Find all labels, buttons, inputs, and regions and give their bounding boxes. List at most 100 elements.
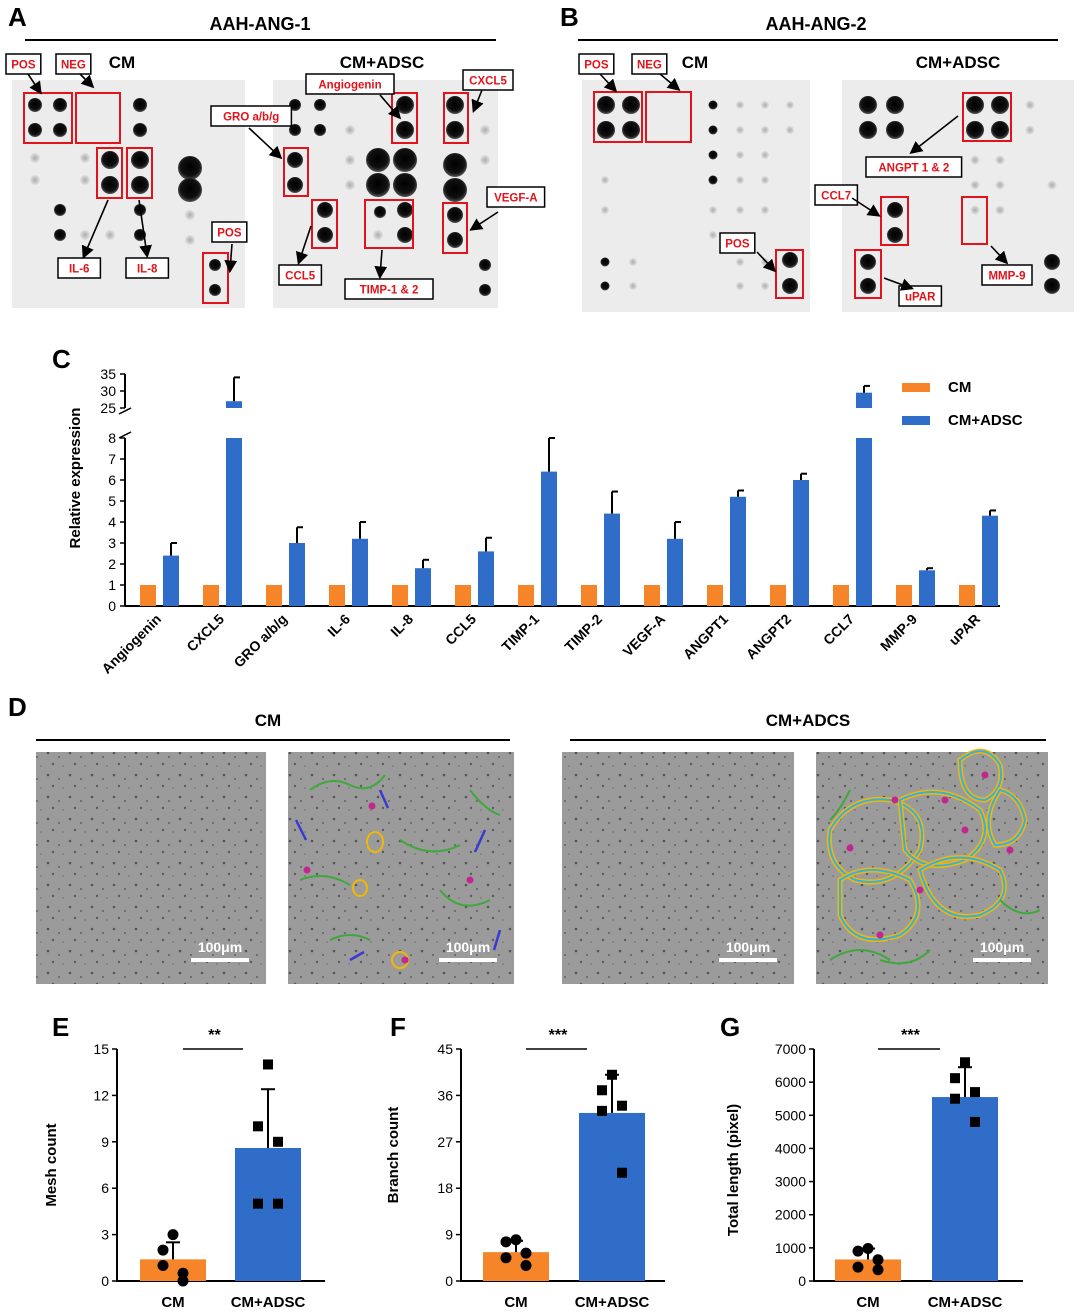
dot-a2-big	[443, 178, 467, 202]
dot-b1-pos2	[782, 278, 798, 294]
dot-b1-small	[708, 125, 718, 135]
chart-c-bar	[833, 585, 849, 606]
panel-b-left-label: CM	[682, 53, 708, 72]
trace-branch	[829, 789, 851, 821]
box-a-il8	[126, 147, 153, 199]
chart-ytick-label: 45	[437, 1041, 453, 1057]
tag-b-pos2-box	[719, 232, 756, 254]
dot-b2-strong	[991, 121, 1009, 139]
dot-a1-il	[101, 151, 119, 169]
dot-a2-faint	[373, 230, 383, 240]
trace-mesh-inner	[839, 869, 919, 941]
dot-b1-faint	[761, 176, 769, 184]
dot-b2-mid	[860, 278, 876, 294]
chart-ytick-label: 15	[93, 1041, 109, 1057]
chart-c-bar	[856, 438, 872, 606]
chart-ytick-label: 27	[437, 1134, 453, 1150]
chart-point	[950, 1093, 960, 1104]
box-a-cxcl5	[443, 92, 469, 144]
dot-b2-mid	[1044, 278, 1060, 294]
chart-c-break-upper	[118, 407, 132, 415]
micrograph-3	[562, 752, 794, 984]
chart-c-bar	[226, 438, 242, 606]
scale-bar-label: 100μm	[726, 939, 770, 955]
tag-a-il8-text: IL-8	[137, 264, 158, 276]
micrographs: 100μm 100μm 100μm 100μm	[36, 748, 1048, 984]
trace-node	[466, 876, 474, 884]
chart-bar	[579, 1112, 645, 1281]
dot-b1-pos	[597, 96, 615, 114]
chart-ytick-label: 5000	[775, 1107, 806, 1123]
dot-a1-faint	[30, 153, 40, 163]
trace-branch	[469, 789, 501, 816]
trace-segment	[473, 829, 487, 853]
chart-ytick-label: 1000	[775, 1240, 806, 1256]
chart-ytick-label: 6000	[775, 1074, 806, 1090]
trace-branch	[439, 889, 491, 907]
chart-ytick-label: 18	[437, 1180, 453, 1196]
chart-xtick-label: CM	[504, 1294, 527, 1308]
chart-point	[597, 1105, 607, 1116]
dot-b1-faint	[736, 282, 744, 290]
tags-b: POS NEG ANGPT 1 & 2 CCL7 POS MMP-9 uPAR	[578, 53, 1033, 307]
scale-bar-label: 100μm	[980, 939, 1024, 955]
trace-branch	[999, 899, 1041, 915]
box-a-pos2	[202, 252, 229, 304]
chart-bar	[835, 1259, 901, 1281]
chart-point	[177, 1275, 189, 1287]
dot-b1-faint	[786, 101, 794, 109]
chart-c-bar	[455, 585, 471, 606]
chart-xtick-label: CM+ADSC	[575, 1294, 650, 1308]
chart-g-ylabel: Total length (pixel)	[725, 1104, 742, 1236]
tag-b-mmp9-box	[981, 264, 1033, 286]
tag-a-vegfa-text: VEGF-A	[494, 193, 537, 205]
dot-a1-faint	[105, 230, 115, 240]
tag-b-upar-box	[898, 285, 943, 307]
dot-a2-faint	[480, 125, 490, 135]
dot-a2-strong	[396, 96, 414, 114]
box-a-neg	[75, 92, 121, 144]
chart-ytick-label: 9	[445, 1227, 453, 1243]
box-a-pos	[23, 92, 73, 144]
legend-label-adsc: CM+ADSC	[948, 412, 1023, 429]
chart-c-bar	[604, 513, 620, 606]
chart-xtick-label: CM+ADSC	[231, 1294, 306, 1308]
dot-b1-small	[600, 257, 610, 267]
chart-point	[510, 1234, 522, 1246]
dots-b	[597, 96, 1060, 294]
trace-node	[368, 802, 376, 810]
trace-node	[916, 886, 924, 894]
dot-b2-faint	[995, 155, 1005, 165]
chart-c-bar	[518, 585, 534, 606]
chart-c-xtick-label: CXCL5	[183, 611, 227, 655]
panel-a-left-label: CM	[109, 53, 135, 72]
chart-ytick-label: 3000	[775, 1174, 806, 1190]
chart-point	[970, 1116, 980, 1127]
dot-b1-faint	[736, 126, 744, 134]
panel-b-letter: B	[560, 2, 579, 32]
box-b-ccl7	[880, 196, 909, 246]
dot-b1-faint	[709, 231, 717, 239]
trace-node	[981, 771, 989, 779]
dot-b2-mid	[887, 202, 903, 218]
panel-d-left-label: CM	[255, 711, 281, 730]
box-a-il6	[96, 147, 123, 199]
box-a-ccl5	[311, 199, 338, 249]
chart-c-xtick-label: VEGF-A	[619, 611, 668, 660]
dot-b2-faint	[1025, 125, 1035, 135]
trace-segment	[349, 950, 365, 962]
chart-c-ytick-label: 5	[108, 493, 116, 509]
dot-a2-faint	[345, 180, 355, 190]
dot-b2-strong	[886, 121, 904, 139]
panel-c-letter: C	[52, 344, 71, 374]
dot-b2-mid	[1044, 254, 1060, 270]
trace-node	[941, 796, 949, 804]
tag-a-gro-text: GRO a/b/g	[223, 112, 279, 124]
chart-c-ytick-label: 35	[100, 366, 116, 382]
dot-a1-faint	[80, 230, 90, 240]
dot-b1-faint	[761, 101, 769, 109]
dot-a1-il	[131, 151, 149, 169]
chart-c-bar	[266, 585, 282, 606]
tag-b-pos2-text: POS	[725, 239, 750, 251]
